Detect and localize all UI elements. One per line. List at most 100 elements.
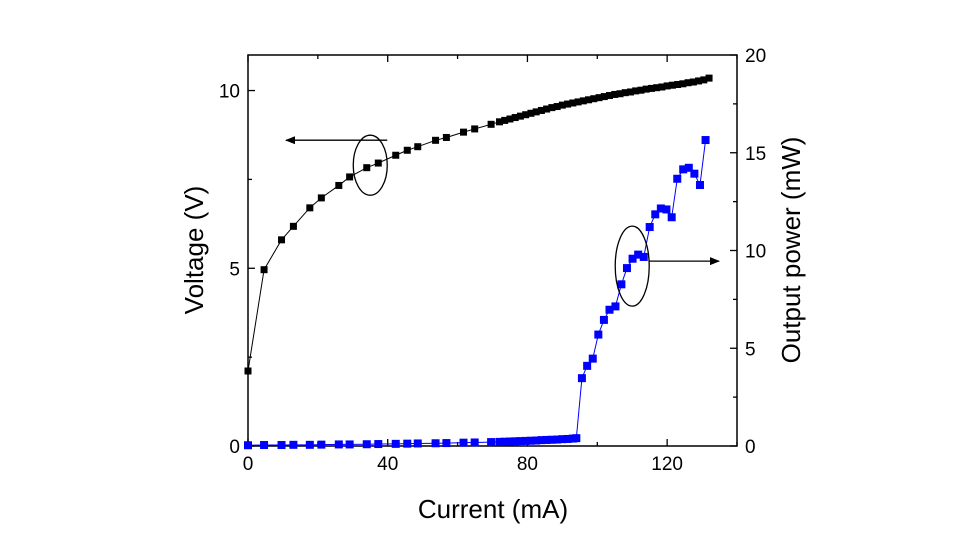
y-axis-title: Voltage (V) (179, 186, 209, 315)
data-point-right (588, 354, 597, 363)
y2-tick-label: 0 (745, 437, 756, 458)
data-point-left (487, 120, 495, 128)
data-point-right (611, 302, 620, 311)
data-point-left (511, 114, 519, 122)
data-point-right (701, 136, 710, 145)
y-tick-label: 0 (229, 437, 240, 458)
data-point-right (532, 436, 541, 445)
data-point-right (553, 435, 562, 444)
data-point-right (558, 435, 567, 444)
data-point-right (563, 434, 572, 443)
y2-tick-label: 15 (745, 144, 766, 165)
data-point-left (663, 82, 671, 90)
data-point-left (674, 81, 682, 89)
data-point-right (656, 204, 665, 213)
data-point-right (684, 163, 693, 172)
data-point-right (345, 440, 354, 449)
series-line-right (247, 139, 707, 446)
data-point-right (547, 435, 556, 444)
data-point-left (442, 133, 450, 141)
data-point-left (590, 95, 598, 103)
data-point-right (289, 440, 298, 449)
data-point-right (634, 250, 643, 259)
data-point-left (335, 181, 343, 189)
data-point-left (616, 90, 624, 98)
y2-tick-label: 20 (745, 46, 766, 67)
data-point-right (667, 213, 676, 222)
data-point-right (516, 437, 525, 446)
data-point-right (577, 374, 586, 383)
data-point-right (673, 174, 682, 183)
data-point-right (470, 438, 479, 447)
data-point-left (527, 109, 535, 117)
data-point-left (501, 116, 509, 124)
data-point-left (558, 101, 566, 109)
data-point-right (403, 439, 412, 448)
x-tick-label: 0 (243, 454, 254, 475)
data-point-left (689, 78, 697, 86)
x-tick-label: 80 (517, 454, 538, 475)
data-point-left (460, 128, 468, 136)
data-point-left (537, 106, 545, 114)
data-point-left (543, 105, 551, 113)
y-tick-label: 10 (219, 82, 240, 103)
data-point-right (651, 210, 660, 219)
data-point-left (579, 97, 587, 105)
data-point-left (260, 266, 268, 274)
data-point-right (572, 434, 581, 443)
data-point-left (495, 118, 503, 126)
data-point-left (611, 90, 619, 98)
data-point-right (617, 280, 626, 289)
y2-axis-title: Output power (mW) (776, 137, 806, 364)
data-point-right (305, 440, 314, 449)
data-point-left (553, 103, 561, 111)
data-point-right (487, 438, 496, 447)
data-point-left (471, 125, 479, 133)
data-point-left (695, 77, 703, 85)
series-lines (247, 77, 710, 446)
data-point-left (317, 194, 325, 202)
data-point-left (392, 151, 400, 159)
data-point-left (432, 136, 440, 144)
data-point-right (583, 361, 592, 370)
data-point-right (260, 441, 269, 450)
data-point-right (622, 264, 631, 273)
plot-frame (247, 54, 738, 447)
y2-tick-label: 5 (745, 339, 756, 360)
data-point-right (521, 436, 530, 445)
data-point-left (621, 89, 629, 97)
data-point-right (690, 169, 699, 178)
y-tick-label: 5 (229, 259, 240, 280)
data-point-right (662, 205, 671, 214)
data-point-right (459, 438, 468, 447)
data-point-right (317, 440, 326, 449)
data-point-left (658, 83, 666, 91)
data-point-left (679, 80, 687, 88)
data-point-left (289, 222, 297, 230)
data-point-left (642, 85, 650, 93)
data-point-right (334, 440, 343, 449)
data-point-right (526, 436, 535, 445)
data-point-right (277, 441, 286, 450)
data-point-right (594, 330, 603, 339)
data-point-right (537, 436, 546, 445)
data-point-right (628, 254, 637, 263)
data-point-left (632, 87, 640, 95)
data-point-left (600, 93, 608, 101)
data-point-right (639, 252, 648, 261)
data-point-left (548, 104, 556, 112)
data-point-left (278, 236, 286, 244)
data-point-left (516, 112, 524, 120)
data-point-right (500, 437, 509, 446)
annotations (285, 134, 720, 307)
data-point-left (244, 367, 252, 375)
data-point-left (668, 81, 676, 89)
data-point-left (585, 96, 593, 104)
data-point-right (413, 439, 422, 448)
data-point-right (391, 439, 400, 448)
data-point-left (374, 159, 382, 167)
data-point-right (505, 437, 514, 446)
data-point-left (684, 79, 692, 87)
data-point-right (511, 437, 520, 446)
